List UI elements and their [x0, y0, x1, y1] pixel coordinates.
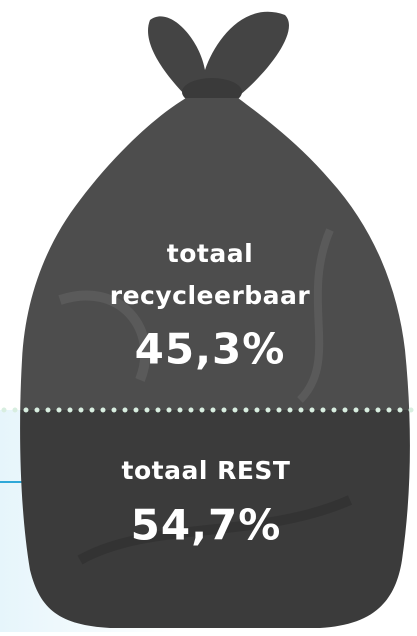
infographic: totaal recycleerbaar 45,3% totaal REST 5…	[0, 0, 417, 632]
section-value: 45,3%	[135, 325, 286, 374]
section-label: totaal REST	[122, 456, 291, 485]
section-label: recycleerbaar	[110, 281, 311, 310]
page: totaal recycleerbaar 45,3% totaal REST 5…	[0, 0, 417, 632]
section-label: totaal	[167, 239, 253, 268]
section-value: 54,7%	[131, 501, 282, 550]
